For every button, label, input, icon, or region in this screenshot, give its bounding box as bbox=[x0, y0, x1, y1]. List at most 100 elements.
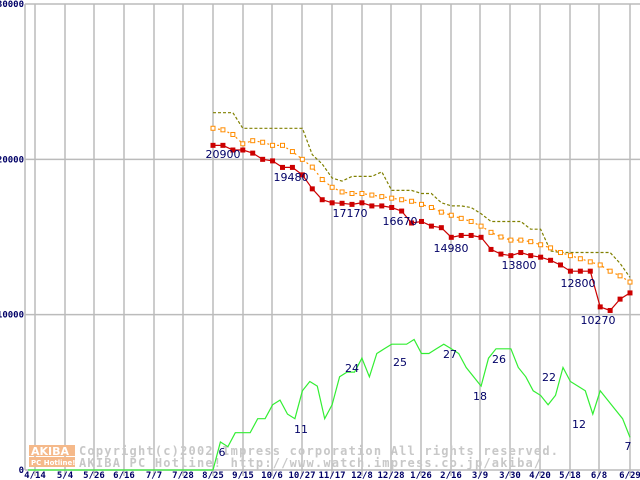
min-price-point bbox=[399, 208, 405, 214]
shop-count-label: 11 bbox=[294, 423, 308, 436]
shop-count-label: 22 bbox=[542, 371, 556, 384]
min-price-point bbox=[498, 251, 504, 257]
average-price-point bbox=[250, 138, 256, 144]
min-price-point bbox=[448, 234, 454, 240]
average-price-point bbox=[299, 156, 305, 162]
min-price-point bbox=[607, 307, 613, 313]
x-tick-label: 4/20 bbox=[529, 471, 551, 480]
x-tick-label: 2/16 bbox=[440, 471, 462, 480]
average-price-point bbox=[587, 259, 593, 265]
min-price-point bbox=[210, 142, 216, 148]
min-price-point bbox=[548, 257, 554, 263]
min-price-point bbox=[230, 147, 236, 153]
url-line: AKIBA PC Hotline! http://www.watch.impre… bbox=[79, 456, 542, 470]
min-price-point bbox=[319, 197, 325, 203]
min-price-point bbox=[389, 204, 395, 210]
min-price-point bbox=[329, 200, 335, 206]
x-tick-label: 12/8 bbox=[351, 471, 373, 480]
logo-top-text: AKIBA bbox=[31, 445, 70, 458]
shop-count-label: 18 bbox=[473, 390, 487, 403]
average-price-point bbox=[528, 239, 534, 245]
min-price-point bbox=[379, 203, 385, 209]
y-tick-label: 30000 bbox=[0, 0, 24, 10]
average-price-point bbox=[538, 242, 544, 248]
average-price-point bbox=[567, 253, 573, 259]
min-price-point bbox=[250, 150, 256, 156]
min-price-point bbox=[419, 218, 424, 224]
min-price-point bbox=[428, 223, 434, 229]
min-price-point bbox=[339, 200, 345, 206]
min-price-point bbox=[280, 164, 285, 170]
min-price-point bbox=[349, 201, 355, 207]
min-price-point bbox=[558, 262, 563, 268]
average-price-point bbox=[230, 131, 236, 137]
min-price-point bbox=[538, 254, 544, 260]
x-tick-label: 4/14 bbox=[24, 471, 46, 480]
grid bbox=[24, 3, 640, 476]
akiba-logo: AKIBA PC Hotline! bbox=[29, 445, 75, 467]
average-price-point bbox=[597, 262, 603, 268]
min-price-label: 19480 bbox=[274, 171, 309, 184]
shop-count-line bbox=[28, 338, 631, 471]
min-price-label: 16670 bbox=[383, 215, 418, 228]
min-price-point bbox=[369, 203, 375, 209]
x-tick-label: 6/8 bbox=[591, 471, 607, 480]
min-price-point bbox=[409, 220, 415, 226]
min-price-label: 13800 bbox=[502, 259, 537, 272]
average-price-point bbox=[508, 237, 514, 243]
min-price-point bbox=[617, 296, 623, 302]
average-price-point bbox=[260, 139, 266, 145]
min-price-label: 17170 bbox=[333, 207, 368, 220]
shop-count-label: 12 bbox=[572, 418, 586, 431]
average-price-point bbox=[220, 127, 226, 133]
min-price-label: 10270 bbox=[581, 314, 616, 327]
average-price-point bbox=[349, 191, 355, 197]
x-tick-label: 7/28 bbox=[172, 471, 194, 480]
min-price-point bbox=[478, 234, 484, 240]
shop-count-label: 7 bbox=[625, 440, 632, 453]
average-price-point bbox=[409, 198, 415, 204]
min-price-point bbox=[627, 290, 633, 296]
average-price-point bbox=[577, 256, 583, 262]
average-price-point bbox=[329, 184, 335, 190]
min-price-point bbox=[577, 268, 583, 274]
min-price-point bbox=[309, 186, 315, 192]
data-labels: 20900 19480 17170 16670 14980 13800 12800 10270… bbox=[206, 148, 632, 459]
min-price-point bbox=[438, 225, 444, 231]
x-tick-label: 10/6 bbox=[261, 471, 283, 480]
average-price-point bbox=[399, 197, 405, 203]
average-price-point bbox=[617, 273, 623, 279]
min-price-label: 14980 bbox=[434, 242, 469, 255]
x-tick-label: 5/4 bbox=[57, 471, 74, 480]
average-price-point bbox=[548, 245, 554, 251]
average-price-point bbox=[319, 177, 325, 183]
min-price-point bbox=[289, 164, 295, 170]
average-price-point bbox=[498, 234, 504, 240]
average-price-point bbox=[389, 195, 395, 201]
average-price-point bbox=[280, 142, 285, 148]
copyright-line: Copyright(c)2002 Impress corporation All… bbox=[79, 444, 559, 458]
x-tick-label: 6/16 bbox=[113, 471, 135, 480]
average-price-point bbox=[468, 218, 474, 224]
shop-count-label: 27 bbox=[443, 348, 457, 361]
average-price-point bbox=[438, 209, 444, 215]
x-tick-label: 10/27 bbox=[288, 471, 315, 480]
min-price-point bbox=[468, 232, 474, 238]
min-price-label: 20900 bbox=[206, 148, 241, 161]
min-price-point bbox=[359, 200, 365, 206]
shop-count-label: 6 bbox=[219, 446, 226, 459]
y-tick-label: 20000 bbox=[0, 155, 24, 165]
watermark: AKIBA PC Hotline! Copyright(c)2002 Impre… bbox=[29, 444, 559, 470]
average-price-point bbox=[627, 279, 633, 285]
x-axis-ticks: 4/14 5/4 5/26 6/16 7/7 7/28 8/25 9/15 10/6 10/27 1… bbox=[24, 471, 640, 480]
min-price-point bbox=[488, 246, 494, 252]
min-price-point bbox=[528, 253, 534, 259]
min-price-point bbox=[567, 268, 573, 274]
min-price-point bbox=[518, 250, 524, 256]
average-price-point bbox=[518, 237, 524, 243]
series-lines bbox=[28, 112, 633, 471]
x-tick-label: 8/25 bbox=[202, 471, 224, 480]
min-price-point bbox=[587, 268, 593, 274]
max-price-line bbox=[213, 112, 631, 278]
x-tick-label: 5/18 bbox=[559, 471, 581, 480]
